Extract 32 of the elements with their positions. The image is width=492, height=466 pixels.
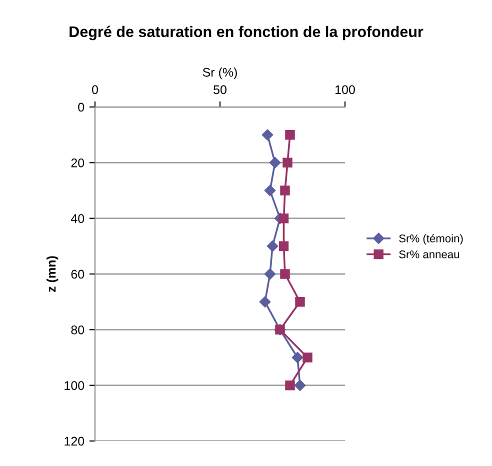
point	[278, 241, 289, 252]
point	[295, 296, 305, 307]
point	[292, 352, 304, 364]
legend-label: Sr% anneau	[399, 250, 460, 258]
point	[280, 186, 290, 196]
y-tick-label: 60	[71, 270, 84, 279]
point	[259, 296, 271, 308]
chart-title: Degré de saturation en fonction de la profondeur	[70, 26, 424, 40]
point	[262, 129, 274, 140]
point	[264, 268, 276, 280]
y-tick-label: 120	[64, 436, 84, 446]
x-tick-label: 0	[92, 85, 98, 94]
point	[278, 213, 289, 224]
y-tick-label: 40	[70, 214, 84, 223]
y-axis-title: z (mn)	[46, 256, 58, 292]
y-tick-label: 100	[64, 381, 84, 390]
point	[294, 380, 306, 391]
point	[266, 240, 278, 252]
point	[302, 352, 312, 362]
legend-label: Sr% (témoin)	[399, 234, 463, 245]
y-tick-label: 0	[78, 102, 84, 112]
x-tick-label: 100	[336, 85, 355, 94]
point	[285, 380, 295, 390]
y-tick-label: 80	[71, 325, 84, 334]
point	[282, 158, 292, 168]
point	[280, 269, 290, 279]
x-tick-label: 50	[214, 85, 226, 94]
point	[264, 184, 276, 196]
point	[269, 157, 281, 168]
x-axis-title: Sr (%)	[202, 68, 237, 80]
y-tick-label: 20	[71, 158, 84, 168]
point	[285, 130, 295, 140]
